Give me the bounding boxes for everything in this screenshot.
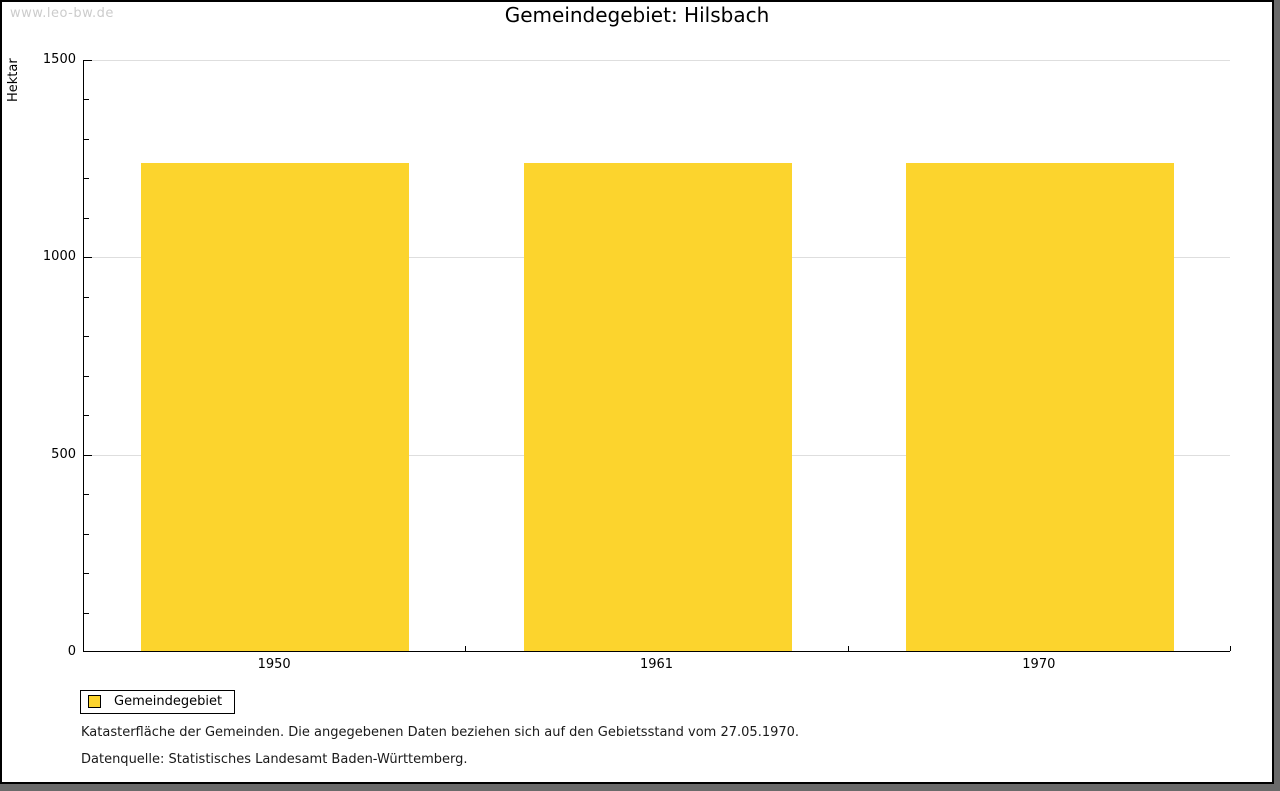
y-minor-tick (84, 573, 89, 575)
x-boundary-tick (848, 646, 849, 651)
legend-label: Gemeindegebiet (114, 694, 223, 709)
y-major-tick (84, 60, 92, 61)
x-boundary-tick (1230, 646, 1231, 651)
y-gridline (84, 60, 1230, 61)
legend: Gemeindegebiet (80, 690, 236, 714)
y-minor-tick (84, 217, 89, 219)
y-minor-tick (84, 533, 89, 535)
y-tick-label: 1000 (42, 249, 76, 265)
y-tick-label: 0 (67, 644, 76, 659)
watermark: www.leo-bw.de (10, 6, 114, 21)
footnote-line2: Datenquelle: Statistisches Landesamt Bad… (81, 752, 468, 767)
y-minor-tick (84, 138, 89, 140)
legend-swatch-icon (88, 695, 101, 708)
x-tick-label: 1970 (1022, 657, 1056, 672)
y-tick-label: 500 (51, 446, 76, 462)
y-major-tick (84, 257, 92, 259)
y-minor-tick (84, 415, 89, 417)
page-title: Gemeindegebiet: Hilsbach (504, 3, 770, 27)
bar (524, 163, 792, 651)
plot-area (83, 60, 1231, 652)
y-minor-tick (84, 178, 89, 180)
y-minor-tick (84, 612, 89, 614)
y-major-tick (84, 454, 92, 456)
bar (906, 163, 1174, 651)
x-tick-label: 1950 (257, 657, 291, 672)
bar (141, 163, 409, 651)
y-minor-tick (84, 494, 89, 496)
y-minor-tick (84, 99, 89, 101)
y-minor-tick (84, 375, 89, 377)
y-minor-tick (84, 336, 89, 338)
y-tick-label: 1500 (42, 52, 76, 67)
y-minor-tick (84, 296, 89, 298)
x-boundary-tick (465, 646, 466, 651)
x-tick-label: 1961 (639, 657, 674, 672)
footnote-line1: Katasterfläche der Gemeinden. Die angege… (81, 725, 800, 740)
